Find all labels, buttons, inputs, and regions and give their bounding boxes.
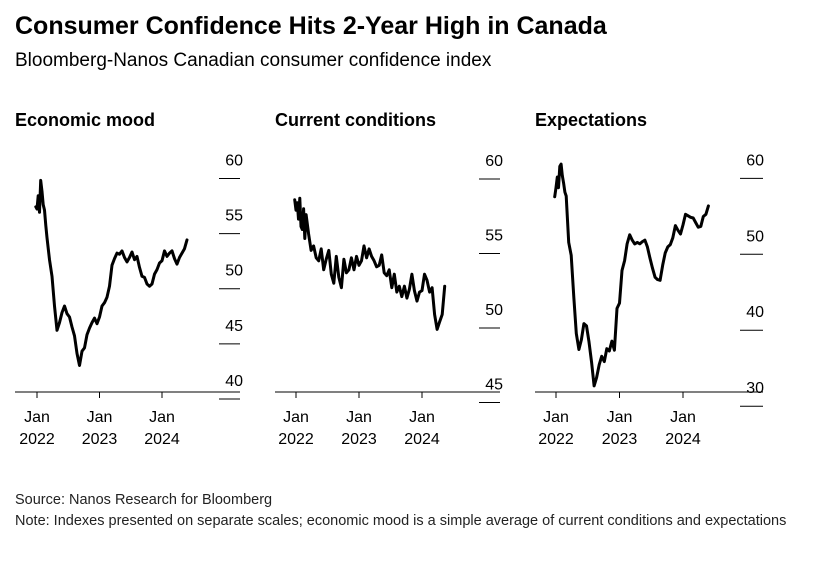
- chart-subtitle: Bloomberg-Nanos Canadian consumer confid…: [15, 50, 492, 71]
- footnote: Note: Indexes presented on separate scal…: [15, 513, 787, 529]
- current-conditions-x-tick-label-2023-year: 2023: [341, 431, 377, 448]
- current-conditions-series-line: [293, 196, 447, 331]
- economic-mood-series-line: [34, 178, 189, 367]
- panel-title-expectations: Expectations: [535, 110, 648, 130]
- economic-mood-y-tick-label-50: 50: [225, 263, 243, 280]
- current-conditions-y-tick-label-55: 55: [485, 227, 503, 244]
- expectations-x-tick-label-2022-year: 2022: [538, 431, 574, 448]
- expectations-y-tick-label-40: 40: [746, 304, 764, 321]
- current-conditions-x-tick-label-2024-year: 2024: [404, 431, 440, 448]
- economic-mood-x-tick-label-2024-month: Jan: [149, 409, 175, 426]
- current-conditions-y-tick-label-45: 45: [485, 377, 503, 394]
- economic-mood-y-tick-label-45: 45: [225, 318, 243, 335]
- panel-title-current-conditions: Current conditions: [275, 110, 436, 130]
- chart-title: Consumer Confidence Hits 2-Year High in …: [15, 12, 607, 40]
- expectations-y-tick-label-50: 50: [746, 228, 764, 245]
- current-conditions-x-tick-label-2022-month: Jan: [283, 409, 309, 426]
- economic-mood-y-tick-label-40: 40: [225, 373, 243, 390]
- source-note: Source: Nanos Research for Bloomberg: [15, 492, 273, 508]
- expectations-y-tick-label-60: 60: [746, 152, 764, 169]
- current-conditions-y-tick-label-50: 50: [485, 302, 503, 319]
- economic-mood-x-tick-label-2022-month: Jan: [24, 409, 50, 426]
- economic-mood-y-tick-label-55: 55: [225, 208, 243, 225]
- economic-mood-y-tick-label-60: 60: [225, 153, 243, 170]
- expectations-x-tick-label-2023-month: Jan: [607, 409, 633, 426]
- economic-mood-x-tick-label-2023-month: Jan: [87, 409, 113, 426]
- current-conditions-x-tick-label-2022-year: 2022: [278, 431, 314, 448]
- economic-mood-x-tick-label-2024-year: 2024: [144, 431, 180, 448]
- expectations-x-tick-label-2024-month: Jan: [670, 409, 696, 426]
- current-conditions-y-tick-label-60: 60: [485, 153, 503, 170]
- economic-mood-x-tick-label-2023-year: 2023: [82, 431, 118, 448]
- expectations-x-tick-label-2022-month: Jan: [543, 409, 569, 426]
- expectations-y-tick-label-30: 30: [746, 380, 764, 397]
- panel-title-economic-mood: Economic mood: [15, 110, 156, 130]
- expectations-series-line: [553, 162, 710, 388]
- current-conditions-x-tick-label-2024-month: Jan: [409, 409, 435, 426]
- expectations-x-tick-label-2023-year: 2023: [602, 431, 638, 448]
- economic-mood-x-tick-label-2022-year: 2022: [19, 431, 55, 448]
- current-conditions-x-tick-label-2023-month: Jan: [346, 409, 372, 426]
- expectations-x-tick-label-2024-year: 2024: [665, 431, 701, 448]
